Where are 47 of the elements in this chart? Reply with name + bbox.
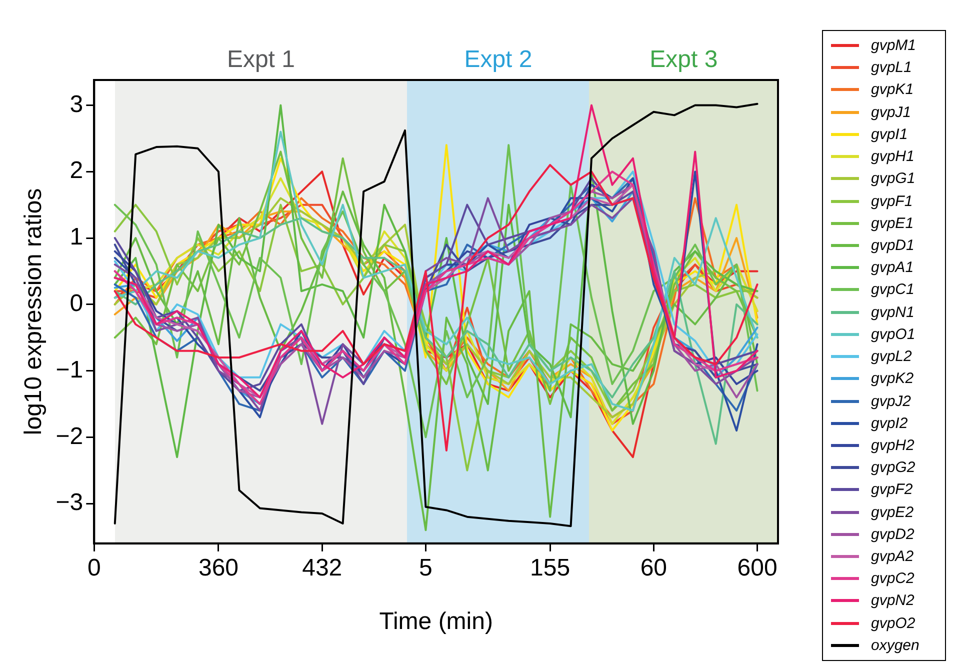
legend-label: gvpI2 (871, 414, 908, 432)
text: Expt 3 (648, 46, 719, 74)
legend-label: gvpJ1 (871, 104, 912, 121)
y-axis-title: log10 expression ratios (20, 188, 48, 436)
legend-label: gvpN2 (871, 592, 914, 610)
legend-label: gvpC2 (871, 570, 914, 588)
legend-label: gvpD1 (871, 236, 914, 254)
x-tick-label: 432 (302, 554, 342, 582)
y-tick-label: −2 (56, 422, 84, 450)
legend-label: gvpN1 (871, 304, 914, 321)
legend-label: gvpG2 (871, 459, 916, 476)
legend-label: gvpL2 (871, 348, 912, 366)
legend-label: gvpO2 (871, 614, 916, 632)
legend-label: oxygen (871, 636, 920, 654)
legend-label: gvpC1 (871, 281, 914, 298)
legend-label: gvpK1 (871, 81, 914, 98)
text: Expt 2 (463, 46, 534, 74)
x-tick-label: 600 (737, 554, 778, 582)
legend-label: gvpE2 (871, 504, 914, 521)
legend-label: gvpD2 (871, 526, 914, 543)
y-tick-label: 1 (70, 224, 84, 251)
legend-label: gvpJ2 (871, 392, 912, 410)
legend-label: gvpH2 (871, 436, 914, 454)
x-axis-title: Time (min) (379, 608, 493, 636)
legend-label: gvpL1 (871, 59, 912, 76)
y-tick-label: 2 (70, 157, 84, 184)
x-tick-label: 155 (530, 554, 570, 582)
legend-label: gvpE1 (871, 214, 914, 232)
x-tick-label: 5 (419, 554, 432, 582)
x-tick-label: 360 (198, 554, 239, 582)
legend-label: gvpM1 (871, 37, 916, 54)
legend-label: gvpH1 (871, 148, 914, 166)
legend-label: gvpK2 (871, 370, 914, 388)
legend-label: gvpI1 (871, 126, 908, 143)
x-tick-label: 60 (640, 554, 668, 582)
legend-label: gvpF1 (871, 192, 913, 210)
y-tick-label: −1 (56, 356, 84, 384)
legend-label: gvpG1 (871, 170, 916, 188)
legend-label: gvpO1 (871, 326, 916, 343)
y-tick-label: 0 (70, 290, 84, 318)
y-tick-label: −3 (56, 489, 84, 516)
y-tick-label: 3 (70, 90, 84, 118)
text: Expt 1 (226, 46, 296, 74)
x-tick-label: 0 (87, 554, 101, 582)
legend-label: gvpA1 (871, 259, 914, 276)
legend-label: gvpF2 (871, 481, 913, 498)
legend-label: gvpA2 (871, 548, 914, 566)
